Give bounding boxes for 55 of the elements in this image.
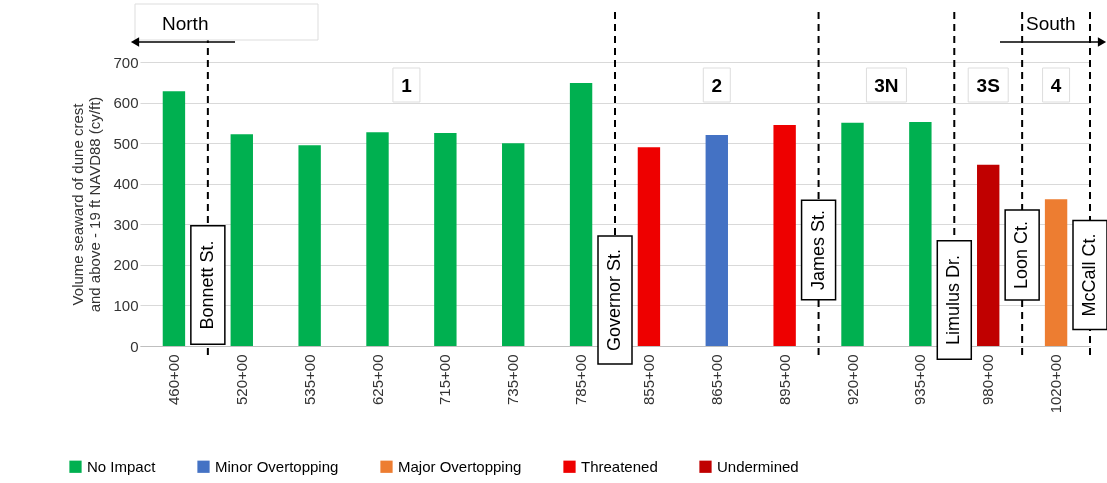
text: North bbox=[162, 13, 209, 34]
annotation: Loon Ct. bbox=[1011, 220, 1032, 290]
x-tick-label: 865+00 bbox=[707, 354, 725, 405]
bar bbox=[298, 145, 321, 346]
y-tick-label: 700 bbox=[113, 53, 139, 71]
legend-label: Undermined bbox=[717, 457, 799, 475]
x-tick-label: 520+00 bbox=[232, 354, 250, 405]
legend-label: Threatened bbox=[581, 457, 658, 475]
annotation: 3S bbox=[976, 75, 1000, 96]
y-tick-label: 600 bbox=[113, 94, 139, 112]
bar bbox=[366, 132, 389, 346]
bar bbox=[637, 147, 661, 346]
annotation: 1 bbox=[401, 75, 413, 96]
x-tick-label: 855+00 bbox=[639, 354, 657, 405]
annotation: Bonnett St. bbox=[196, 240, 217, 330]
bar bbox=[841, 122, 864, 346]
bar bbox=[569, 83, 593, 346]
bar bbox=[705, 135, 728, 346]
bar bbox=[1044, 199, 1068, 346]
y-axis-title: Volume seaward of dune crest and above - 19 ft NAVD88 (cy/ft) bbox=[69, 96, 104, 313]
y-tick-label: 300 bbox=[113, 215, 139, 233]
annotation: 2 bbox=[711, 75, 723, 96]
x-tick-label: 785+00 bbox=[572, 354, 590, 405]
x-tick-label: 625+00 bbox=[368, 354, 386, 405]
bar bbox=[909, 122, 932, 346]
legend-label: Major Overtopping bbox=[398, 457, 522, 475]
x-tick-label: 920+00 bbox=[843, 354, 861, 405]
legend-label: No Impact bbox=[87, 457, 157, 475]
legend-label: Minor Overtopping bbox=[215, 457, 339, 475]
y-tick-label: 200 bbox=[113, 256, 139, 274]
y-tick-label: 500 bbox=[113, 134, 139, 152]
x-tick-label: 1020+00 bbox=[1047, 354, 1065, 414]
x-tick-label: 535+00 bbox=[300, 354, 318, 405]
x-tick-label: 735+00 bbox=[504, 354, 522, 405]
x-tick-label: 895+00 bbox=[775, 354, 793, 405]
annotation: 3N bbox=[874, 75, 899, 96]
annotation: McCall Ct. bbox=[1079, 233, 1099, 317]
bar bbox=[502, 143, 525, 346]
annotation: James St. bbox=[807, 209, 828, 291]
bar bbox=[230, 134, 253, 346]
x-tick-label: 715+00 bbox=[436, 354, 454, 405]
bar bbox=[977, 164, 1000, 346]
bar bbox=[434, 133, 457, 346]
annotation: Governor St. bbox=[604, 248, 624, 352]
bar bbox=[162, 91, 186, 346]
x-tick-label: 460+00 bbox=[164, 354, 182, 405]
annotation: Limulus Dr. bbox=[943, 254, 964, 346]
annotation: 4 bbox=[1050, 75, 1062, 96]
bar bbox=[773, 124, 796, 346]
x-tick-label: 935+00 bbox=[911, 354, 929, 405]
y-tick-label: 100 bbox=[113, 296, 139, 314]
text: South bbox=[1026, 13, 1076, 34]
y-tick-label: 400 bbox=[113, 175, 139, 193]
x-tick-label: 980+00 bbox=[979, 354, 997, 405]
y-tick-label: 0 bbox=[130, 337, 139, 355]
